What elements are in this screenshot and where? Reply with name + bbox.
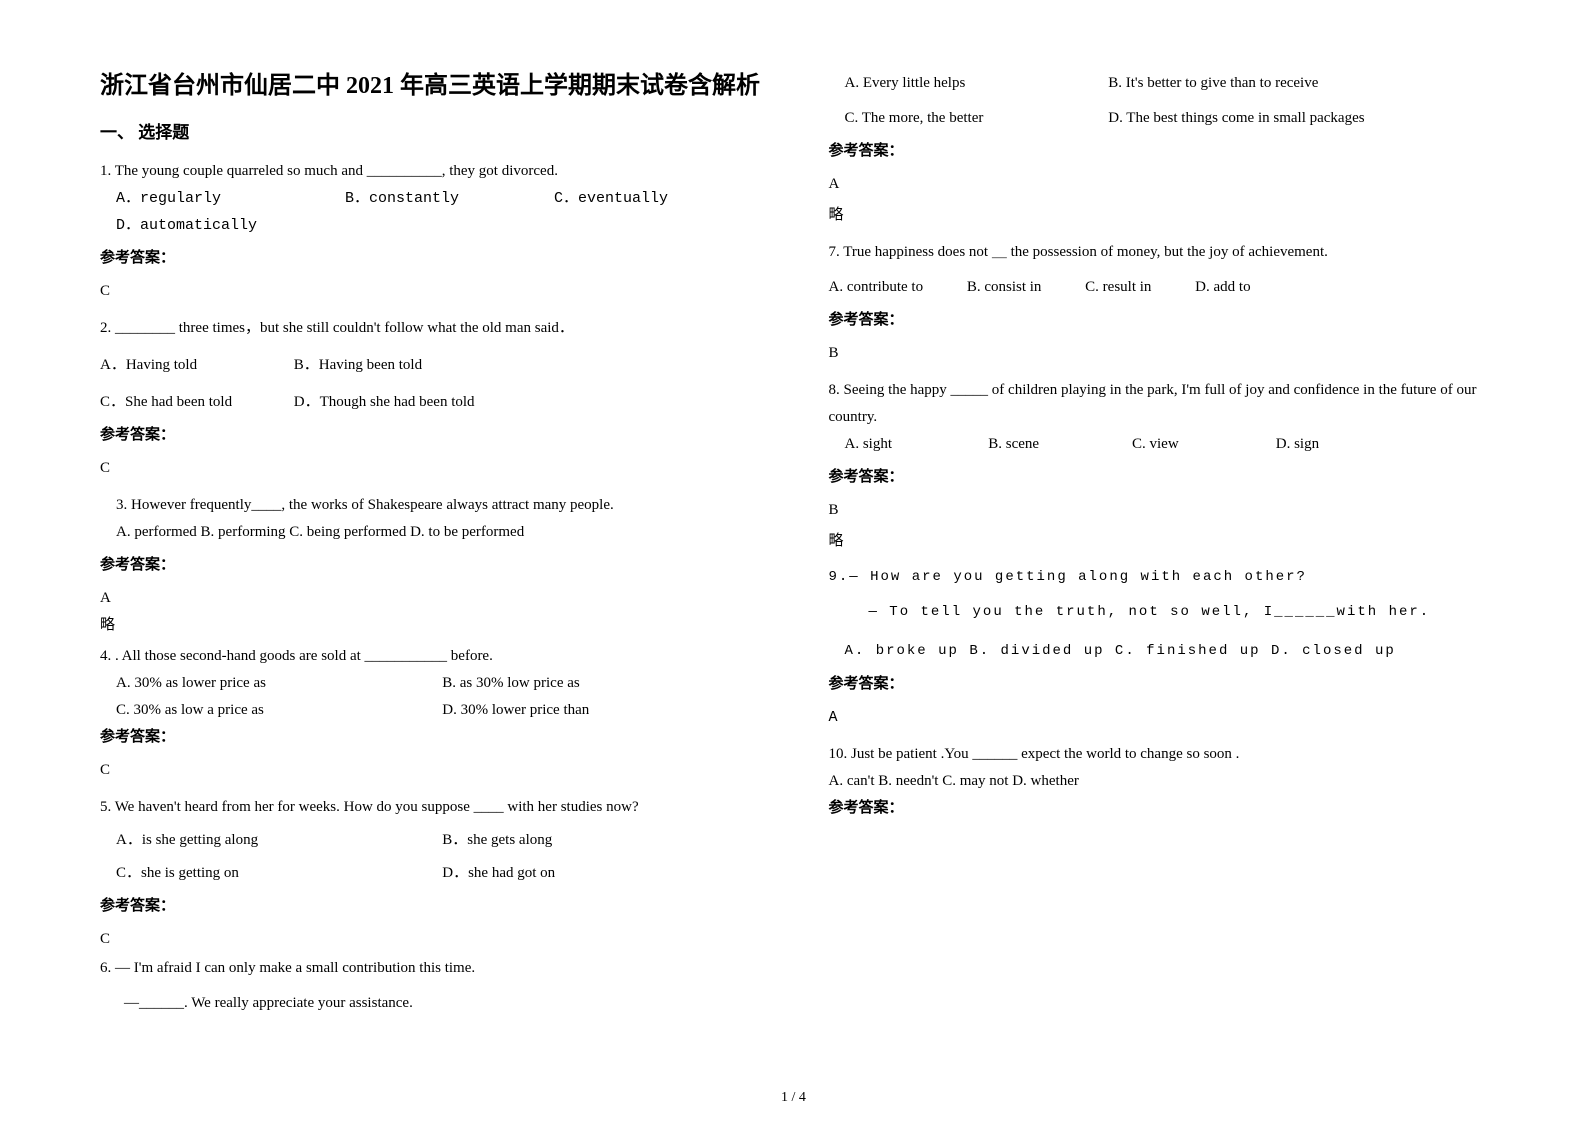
option-b: B. scene — [988, 431, 1128, 458]
question-7: 7. True happiness does not ＿ the possess… — [829, 239, 1498, 301]
answer-value: C — [100, 757, 769, 784]
answer-label: 参考答案： — [100, 552, 769, 579]
option-d: D. sign — [1276, 431, 1319, 458]
answer-label: 参考答案： — [829, 138, 1498, 165]
question-options: A. can't B. needn't C. may not D. whethe… — [829, 768, 1498, 795]
answer-value: B — [829, 340, 1498, 367]
answer-note: 略 — [829, 528, 1498, 555]
option-a: A．Having told — [100, 352, 290, 379]
question-options: A. performed B. performing C. being perf… — [116, 519, 769, 546]
answer-label: 参考答案： — [100, 422, 769, 449]
question-text: 6. — I'm afraid I can only make a small … — [100, 955, 769, 982]
option-d: D．automatically — [116, 212, 276, 239]
option-b: B．constantly — [345, 185, 545, 212]
option-d: D．she had got on — [442, 860, 768, 887]
option-a: A. 30% as lower price as — [116, 670, 442, 697]
question-5: 5. We haven't heard from her for weeks. … — [100, 794, 769, 887]
option-d: D. 30% lower price than — [442, 697, 768, 724]
question-options: A. 30% as lower price as B. as 30% low p… — [116, 670, 769, 724]
option-a: A. contribute to — [829, 274, 924, 301]
option-c: C．she is getting on — [116, 860, 442, 887]
option-b: B. consist in — [967, 274, 1042, 301]
option-b: B. as 30% low price as — [442, 670, 768, 697]
question-text: 1. The young couple quarreled so much an… — [100, 158, 769, 185]
option-b: B．Having been told — [294, 352, 422, 379]
answer-value: B — [829, 497, 1498, 524]
answer-label: 参考答案： — [100, 245, 769, 272]
answer-note: 略 — [829, 202, 1498, 229]
question-options: A. broke up B. divided up C. finished up… — [845, 639, 1498, 664]
question-text: 8. Seeing the happy _____ of children pl… — [829, 377, 1498, 431]
answer-value: C — [100, 278, 769, 305]
question-options-row2: C．She had been told D．Though she had bee… — [100, 389, 769, 416]
question-options: A. sight B. scene C. view D. sign — [845, 431, 1498, 458]
question-options: A．Having told B．Having been told — [100, 352, 769, 379]
question-1: 1. The young couple quarreled so much an… — [100, 158, 769, 239]
page-number: 1 / 4 — [0, 1090, 1587, 1106]
option-a: A．regularly — [116, 185, 336, 212]
answer-value: C — [100, 455, 769, 482]
question-options: A．is she getting along B．she gets along — [116, 827, 769, 854]
question-2: 2. ________ three times，but she still co… — [100, 315, 769, 416]
question-text-2: — To tell you the truth, not so well, I_… — [869, 600, 1498, 625]
answer-label: 参考答案： — [100, 893, 769, 920]
exam-page: 浙江省台州市仙居二中 2021 年高三英语上学期期末试卷含解析 一、 选择题 1… — [0, 0, 1587, 1080]
answer-value: C — [100, 926, 769, 953]
question-text: 2. ________ three times，but she still co… — [100, 315, 769, 342]
question-options-row2: C．she is getting on D．she had got on — [116, 860, 769, 887]
question-text: 7. True happiness does not ＿ the possess… — [829, 239, 1498, 266]
answer-label: 参考答案： — [829, 464, 1498, 491]
question-text: 5. We haven't heard from her for weeks. … — [100, 794, 769, 821]
option-a: A．is she getting along — [116, 827, 442, 854]
option-c: C. result in — [1085, 274, 1151, 301]
question-options: A. contribute to B. consist in C. result… — [829, 274, 1498, 301]
option-a: A. sight — [845, 431, 985, 458]
question-10: 10. Just be patient .You ______ expect t… — [829, 741, 1498, 795]
answer-note: 略 — [100, 612, 769, 639]
question-options: A．regularly B．constantly C．eventually D．… — [116, 185, 769, 239]
question-text: 4. . All those second-hand goods are sol… — [100, 643, 769, 670]
option-c: C. view — [1132, 431, 1272, 458]
option-c: C．eventually — [554, 185, 668, 212]
question-text-2: —______. We really appreciate your assis… — [124, 990, 769, 1017]
question-text: 9.— How are you getting along with each … — [829, 565, 1498, 590]
answer-label: 参考答案： — [829, 307, 1498, 334]
page-title: 浙江省台州市仙居二中 2021 年高三英语上学期期末试卷含解析 — [100, 70, 769, 104]
question-9: 9.— How are you getting along with each … — [829, 565, 1498, 665]
option-a: A. Every little helps — [845, 70, 1105, 97]
question-options-row2: C. The more, the better D. The best thin… — [845, 105, 1498, 132]
option-b: B．she gets along — [442, 827, 768, 854]
option-d: D. The best things come in small package… — [1108, 105, 1364, 132]
answer-label: 参考答案： — [100, 724, 769, 751]
option-b: B. It's better to give than to receive — [1108, 70, 1318, 97]
option-c: C．She had been told — [100, 389, 290, 416]
answer-label: 参考答案： — [829, 671, 1498, 698]
option-d: D．Though she had been told — [294, 389, 475, 416]
question-8: 8. Seeing the happy _____ of children pl… — [829, 377, 1498, 458]
answer-value: A — [829, 704, 1498, 731]
option-c: C. The more, the better — [845, 105, 1105, 132]
question-text: 3. However frequently____, the works of … — [116, 492, 769, 519]
question-4: 4. . All those second-hand goods are sol… — [100, 643, 769, 724]
option-d: D. add to — [1195, 274, 1250, 301]
answer-value: A — [100, 585, 769, 612]
answer-label: 参考答案： — [829, 795, 1498, 822]
question-3: 3. However frequently____, the works of … — [116, 492, 769, 546]
answer-value: A — [829, 171, 1498, 198]
question-options: A. Every little helps B. It's better to … — [845, 70, 1498, 97]
option-c: C. 30% as low a price as — [116, 697, 442, 724]
question-text: 10. Just be patient .You ______ expect t… — [829, 741, 1498, 768]
section-heading: 一、 选择题 — [100, 118, 769, 149]
